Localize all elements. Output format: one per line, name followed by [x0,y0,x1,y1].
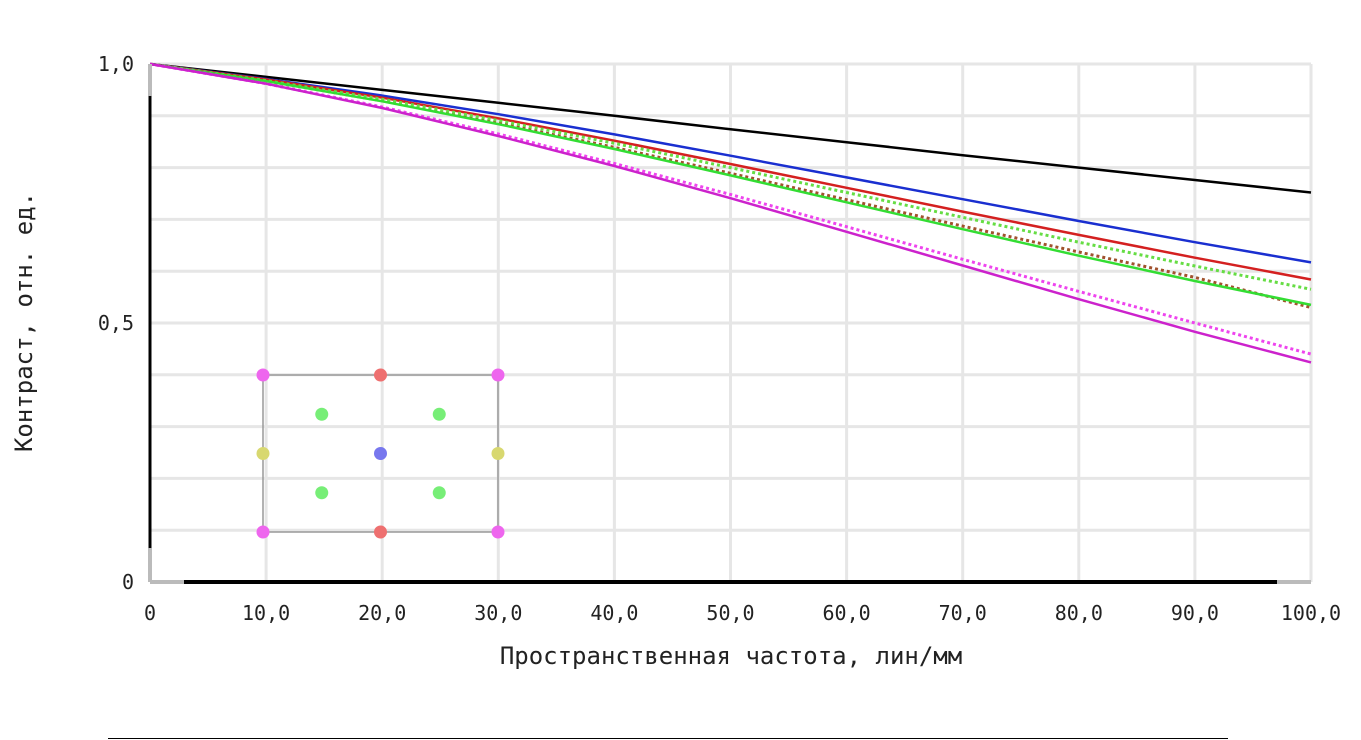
x-tick-label-4: 40,0 [590,601,638,625]
x-axis-title: Пространственная частота, лин/мм [500,642,962,670]
field-point-2 [374,368,387,382]
field-point-10 [432,486,446,500]
x-tick-label-8: 80,0 [1055,601,1103,625]
x-tick-label-6: 60,0 [823,601,871,625]
x-tick-label-0: 0 [144,601,156,625]
y-axis-title: Контраст, отн. ед. [10,192,38,452]
series-group [149,62,1312,364]
series-line-1 [149,62,1312,194]
series-line-8 [149,62,1312,364]
bottom-rule [108,738,1228,739]
x-tick-label-10: 100,0 [1281,601,1341,625]
series-line-4 [149,62,1312,309]
x-tick-label-7: 70,0 [939,601,987,625]
field-point-5 [432,407,446,421]
field-point-4 [315,407,329,421]
y-tick-label-1: 0,5 [98,311,134,335]
series-line-2 [149,62,1312,264]
x-tick-label-2: 20,0 [358,601,406,625]
series-line-3 [149,62,1312,281]
series-line-5 [149,62,1312,291]
field-point-8 [491,447,505,460]
series-line-7 [149,62,1312,356]
y-tick-label-2: 1,0 [98,52,134,76]
x-tick-label-1: 10,0 [242,601,290,625]
field-point-9 [315,486,329,500]
axes [148,64,1311,584]
field-points-legend [256,368,505,539]
field-point-6 [256,447,270,460]
field-point-12 [374,525,387,539]
field-point-13 [491,525,505,539]
x-tick-label-3: 30,0 [474,601,522,625]
tick-labels: 0 10,0 20,0 30,0 40,0 50,0 60,0 70,0 80,0 90,0 100… [98,52,1341,625]
field-point-11 [256,525,270,539]
y-tick-label-0: 0 [122,570,134,594]
field-point-3 [491,368,505,382]
field-point-7 [374,447,387,460]
x-tick-label-5: 50,0 [706,601,754,625]
field-point-1 [256,368,270,382]
grid [148,62,1313,584]
x-tick-label-9: 90,0 [1171,601,1219,625]
series-line-6 [149,62,1312,307]
